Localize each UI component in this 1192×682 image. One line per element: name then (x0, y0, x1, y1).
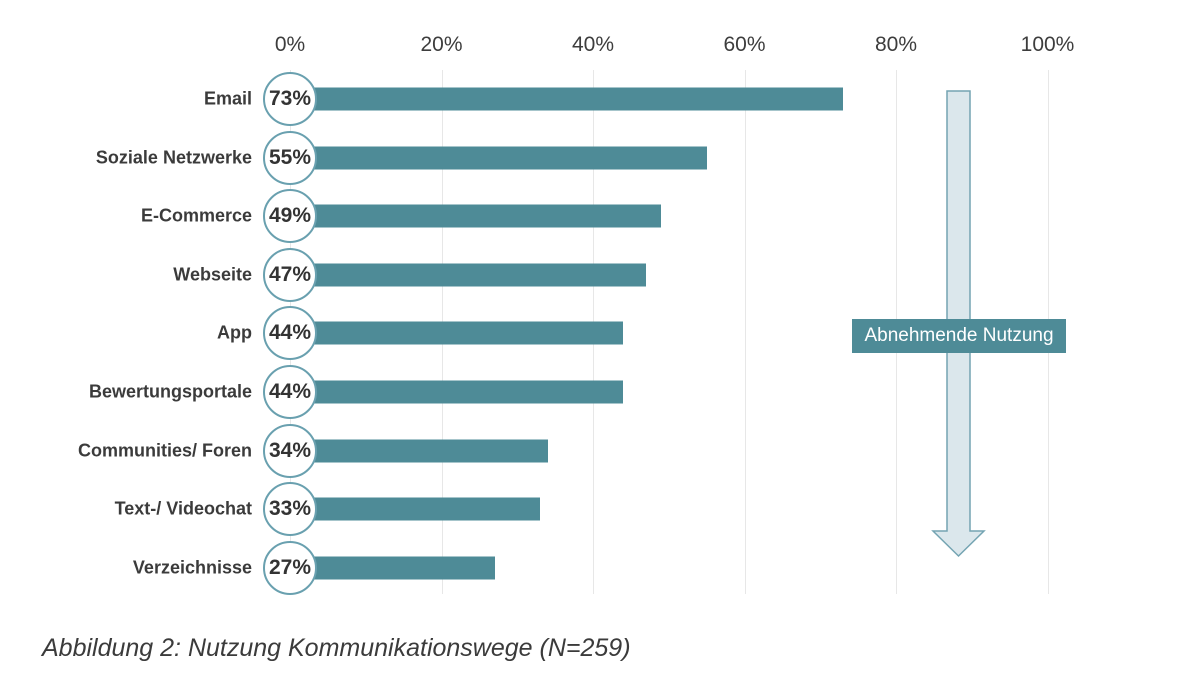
category-label: App (217, 322, 252, 343)
bar (290, 204, 662, 228)
value-badge: 73% (263, 72, 317, 126)
x-tick-label: 100% (1020, 33, 1075, 56)
category-label: Webseite (173, 264, 252, 285)
value-badge: 27% (263, 540, 317, 595)
bar (290, 497, 540, 521)
annotation-box: Abnehmende Nutzung (852, 319, 1066, 353)
gridline-60 (744, 70, 746, 594)
value-badge: 55% (263, 130, 317, 185)
x-tick-label: 80% (874, 33, 918, 56)
value-badge: 47% (263, 247, 317, 302)
category-label: Email (203, 88, 252, 109)
bar (290, 556, 495, 580)
value-badge: 44% (263, 306, 317, 361)
annotation-label: Abnehmende Nutzung (864, 325, 1054, 346)
bar (290, 321, 624, 345)
value-badge: 49% (263, 189, 317, 244)
figure-caption: Abbildung 2: Nutzung Kommunikationswege … (42, 634, 631, 662)
bar (290, 439, 548, 463)
value-badge: 34% (263, 423, 317, 478)
bar (290, 146, 707, 170)
x-tick-label: 20% (420, 33, 463, 56)
category-label: Communities/ Foren (77, 440, 252, 461)
bar (290, 87, 843, 111)
x-tick-label: 0% (274, 33, 306, 56)
x-tick-label: 60% (723, 33, 766, 56)
value-badge: 33% (263, 482, 317, 537)
bar (290, 263, 647, 287)
value-badge: 44% (263, 365, 317, 419)
category-label: Text-/ Videochat (114, 498, 252, 519)
category-label: Bewertungsportale (88, 381, 252, 402)
category-label: E-Commerce (140, 205, 252, 226)
category-label: Verzeichnisse (132, 557, 252, 578)
x-tick-label: 40% (571, 33, 615, 56)
category-label: Soziale Netzwerke (95, 147, 252, 168)
bar (290, 380, 624, 404)
